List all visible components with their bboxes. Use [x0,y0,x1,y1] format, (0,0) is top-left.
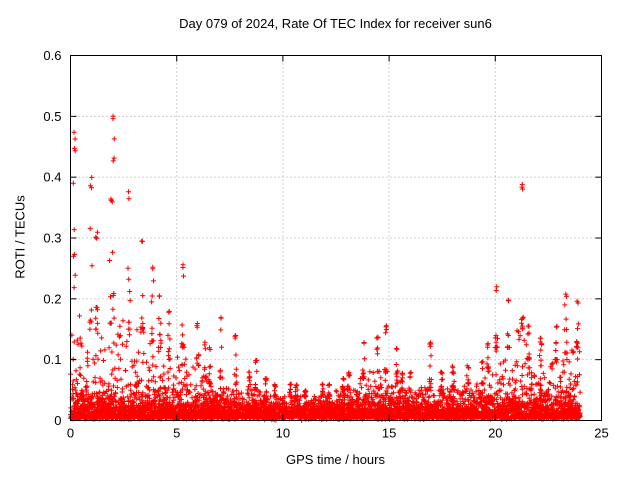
y-tick-label: 0.6 [43,48,61,63]
y-tick-label: 0.3 [43,231,61,246]
tick-marks [70,55,602,421]
y-tick-label: 0.2 [43,291,61,306]
chart-title: Day 079 of 2024, Rate Of TEC Index for r… [179,16,492,31]
x-tick-label: 10 [276,426,290,441]
y-tick-label: 0 [54,413,61,428]
x-tick-label: 25 [594,426,608,441]
x-tick-label: 5 [173,426,180,441]
x-axis-label: GPS time / hours [286,452,385,467]
plot-border [70,55,602,421]
x-tick-label: 15 [382,426,396,441]
scatter-points [68,113,583,423]
tick-labels: 0 5 10 15 20 25 0 0.1 0.2 0.3 0.4 0.5 0.6 [43,48,608,441]
y-tick-label: 0.4 [43,170,61,185]
y-tick-label: 0.5 [43,109,61,124]
x-tick-label: 20 [488,426,502,441]
y-tick-label: 0.1 [43,352,61,367]
gridlines [70,55,602,421]
x-tick-label: 0 [67,426,74,441]
